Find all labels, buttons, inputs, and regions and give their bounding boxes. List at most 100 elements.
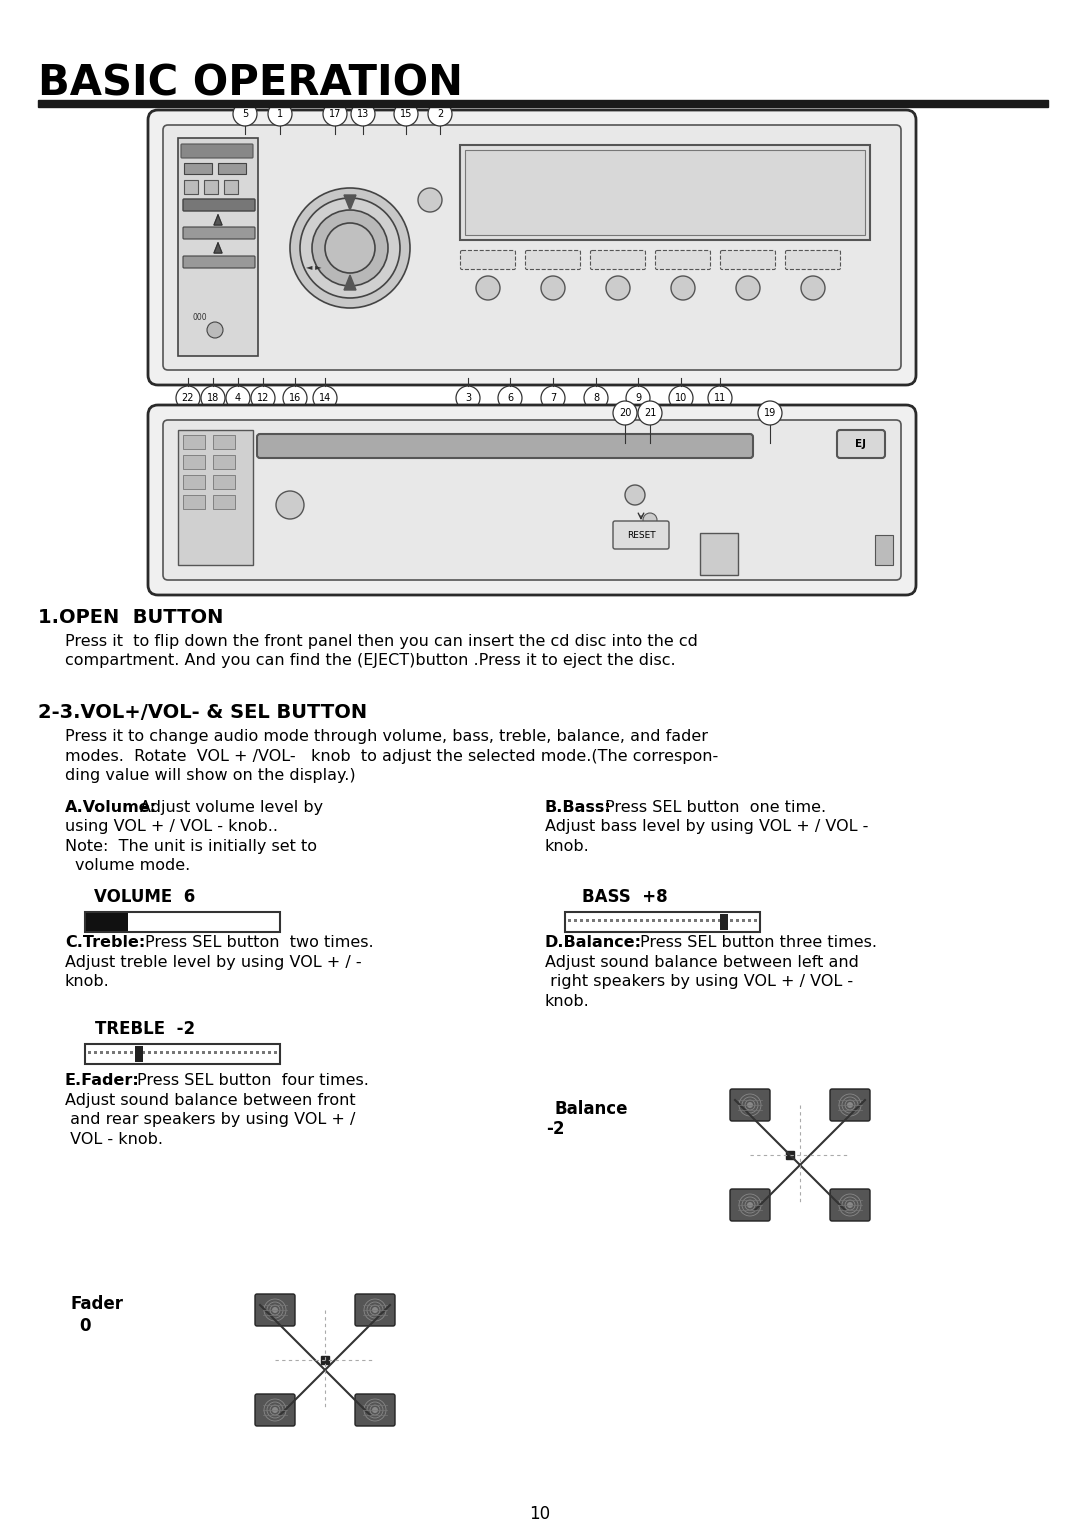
Bar bbox=[664, 919, 667, 922]
Text: Press SEL button  four times.: Press SEL button four times. bbox=[137, 1073, 369, 1089]
Bar bbox=[460, 145, 870, 240]
Text: Balance: Balance bbox=[555, 1099, 629, 1118]
FancyBboxPatch shape bbox=[355, 1294, 395, 1326]
Bar bbox=[580, 919, 583, 922]
Circle shape bbox=[312, 209, 388, 286]
Bar bbox=[141, 1050, 145, 1053]
Bar bbox=[124, 1050, 127, 1053]
Text: 1.OPEN  BUTTON: 1.OPEN BUTTON bbox=[38, 609, 224, 627]
Bar bbox=[610, 919, 613, 922]
Text: ◄ ►: ◄ ► bbox=[307, 263, 322, 272]
Bar bbox=[85, 911, 280, 933]
FancyBboxPatch shape bbox=[837, 430, 885, 459]
Bar bbox=[646, 919, 649, 922]
Text: B.Bass:: B.Bass: bbox=[545, 800, 611, 815]
Bar bbox=[148, 1050, 151, 1053]
Text: 2: 2 bbox=[437, 109, 443, 119]
Bar bbox=[598, 919, 600, 922]
FancyBboxPatch shape bbox=[255, 1294, 295, 1326]
Text: 0: 0 bbox=[79, 1316, 91, 1335]
FancyBboxPatch shape bbox=[831, 1190, 870, 1222]
Circle shape bbox=[428, 102, 453, 125]
Circle shape bbox=[351, 102, 375, 125]
FancyBboxPatch shape bbox=[148, 405, 916, 595]
Text: Adjust volume level by: Adjust volume level by bbox=[140, 800, 323, 815]
Bar bbox=[640, 919, 643, 922]
Circle shape bbox=[207, 323, 222, 338]
Bar bbox=[244, 1050, 247, 1053]
Bar bbox=[565, 911, 760, 933]
Circle shape bbox=[626, 385, 650, 410]
Bar bbox=[786, 1151, 794, 1159]
Bar bbox=[112, 1050, 114, 1053]
Text: 13: 13 bbox=[356, 109, 369, 119]
Text: and rear speakers by using VOL + /: and rear speakers by using VOL + / bbox=[65, 1112, 355, 1127]
FancyBboxPatch shape bbox=[613, 521, 669, 549]
Circle shape bbox=[201, 385, 225, 410]
Bar bbox=[742, 919, 745, 922]
Text: D.Balance:: D.Balance: bbox=[545, 936, 642, 950]
FancyBboxPatch shape bbox=[163, 420, 901, 579]
Circle shape bbox=[541, 385, 565, 410]
Text: Press SEL button three times.: Press SEL button three times. bbox=[640, 936, 877, 950]
Circle shape bbox=[394, 102, 418, 125]
Bar bbox=[136, 1050, 139, 1053]
Circle shape bbox=[801, 277, 825, 300]
Text: using VOL + / VOL - knob..: using VOL + / VOL - knob.. bbox=[65, 820, 278, 835]
Circle shape bbox=[176, 385, 200, 410]
Text: 8: 8 bbox=[593, 393, 599, 404]
Text: Adjust sound balance between left and: Adjust sound balance between left and bbox=[545, 954, 859, 969]
Bar bbox=[183, 476, 205, 489]
Bar bbox=[622, 919, 625, 922]
Text: 10: 10 bbox=[675, 393, 687, 404]
Text: 19: 19 bbox=[764, 408, 777, 417]
Text: VOLUME  6: VOLUME 6 bbox=[94, 888, 195, 907]
Bar bbox=[94, 1050, 97, 1053]
Bar bbox=[321, 1356, 329, 1364]
Bar bbox=[195, 1050, 199, 1053]
Circle shape bbox=[283, 385, 307, 410]
Text: 12: 12 bbox=[257, 393, 269, 404]
Circle shape bbox=[325, 223, 375, 274]
Bar bbox=[700, 534, 738, 575]
Circle shape bbox=[372, 1407, 378, 1413]
Text: right speakers by using VOL + / VOL -: right speakers by using VOL + / VOL - bbox=[545, 974, 853, 989]
Circle shape bbox=[313, 385, 337, 410]
Circle shape bbox=[456, 385, 480, 410]
Bar bbox=[183, 456, 205, 469]
Circle shape bbox=[291, 188, 410, 307]
Bar bbox=[232, 1050, 235, 1053]
Bar bbox=[183, 434, 205, 450]
Circle shape bbox=[625, 485, 645, 505]
FancyBboxPatch shape bbox=[526, 251, 581, 269]
Bar bbox=[208, 1050, 211, 1053]
Circle shape bbox=[735, 277, 760, 300]
Bar bbox=[106, 1050, 109, 1053]
Bar bbox=[135, 1046, 143, 1063]
Bar bbox=[118, 1050, 121, 1053]
Circle shape bbox=[747, 1202, 753, 1208]
Circle shape bbox=[669, 385, 693, 410]
Circle shape bbox=[847, 1102, 853, 1109]
Text: Press SEL button  one time.: Press SEL button one time. bbox=[605, 800, 826, 815]
Bar bbox=[730, 919, 733, 922]
Bar bbox=[724, 919, 727, 922]
Bar bbox=[190, 1050, 193, 1053]
FancyBboxPatch shape bbox=[720, 251, 775, 269]
Bar bbox=[154, 1050, 157, 1053]
Bar bbox=[274, 1050, 276, 1053]
Circle shape bbox=[418, 188, 442, 213]
Circle shape bbox=[584, 385, 608, 410]
Circle shape bbox=[226, 385, 249, 410]
Bar bbox=[184, 1050, 187, 1053]
FancyBboxPatch shape bbox=[831, 1089, 870, 1121]
Bar bbox=[130, 1050, 133, 1053]
Bar bbox=[178, 430, 253, 566]
Circle shape bbox=[747, 1102, 753, 1109]
Bar bbox=[224, 180, 238, 194]
Bar bbox=[85, 1044, 280, 1064]
Circle shape bbox=[233, 102, 257, 125]
Text: compartment. And you can find the (EJECT)button .Press it to eject the disc.: compartment. And you can find the (EJECT… bbox=[65, 653, 676, 668]
Bar bbox=[178, 138, 258, 356]
FancyBboxPatch shape bbox=[355, 1394, 395, 1427]
